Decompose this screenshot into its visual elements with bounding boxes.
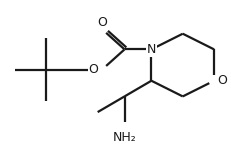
Text: N: N	[147, 43, 156, 56]
Text: O: O	[218, 74, 228, 87]
Text: NH₂: NH₂	[113, 131, 137, 144]
Text: O: O	[89, 63, 99, 76]
Text: O: O	[97, 16, 107, 29]
